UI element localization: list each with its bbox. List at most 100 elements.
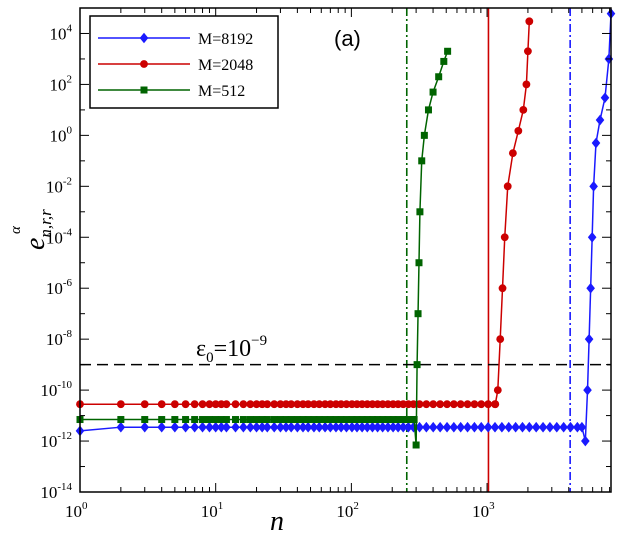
x-tick-exp: 0 [82, 500, 88, 512]
y-tick-exp: 2 [67, 73, 73, 85]
series-point-m-8192 [246, 421, 255, 433]
series-point-m-512 [258, 416, 266, 424]
series-point-m-512 [424, 106, 432, 114]
y-axis-title-base: e [20, 238, 51, 250]
series-point-m-512 [299, 416, 307, 424]
series-point-m-2048 [525, 17, 534, 26]
series-point-m-8192 [269, 421, 279, 433]
y-tick-exp: -12 [57, 430, 72, 442]
y-tick-label: 10-8 [46, 328, 73, 349]
series-point-m-8192 [577, 421, 587, 433]
legend-entry-m-8192: M=8192 [98, 31, 253, 48]
series-point-m-2048 [436, 400, 445, 409]
series-point-m-8192 [239, 421, 248, 433]
series-point-m-512 [418, 157, 426, 165]
x-tick-exp: 3 [489, 500, 495, 512]
x-axis-title: n [270, 506, 284, 537]
y-tick-base: 10 [46, 279, 63, 298]
series-point-m-2048 [470, 400, 479, 409]
series-point-m-512 [404, 416, 412, 424]
series-point-m-512 [182, 416, 190, 424]
series-point-m-512 [276, 416, 284, 424]
y-tick-base: 10 [46, 177, 63, 196]
series-point-m-8192 [586, 282, 595, 294]
vertical-lines [405, 8, 571, 492]
series-point-m-2048 [287, 400, 296, 409]
series-point-m-512 [412, 441, 420, 449]
y-tick-label: 10-12 [40, 430, 72, 451]
x-tick-base: 10 [65, 502, 82, 521]
series-point-m-512 [232, 416, 240, 424]
series-point-m-8192 [476, 421, 486, 433]
series-point-m-8192 [252, 421, 261, 433]
series-point-m-2048 [422, 400, 431, 409]
series-point-m-8192 [470, 421, 479, 433]
series-point-m-2048 [503, 182, 512, 191]
y-tick-exp: -14 [57, 481, 72, 493]
series-point-m-8192 [262, 421, 272, 433]
series-point-m-8192 [190, 421, 199, 433]
series-point-m-512 [363, 416, 371, 424]
series-point-m-512 [348, 416, 356, 424]
series-point-m-8192 [222, 421, 231, 433]
series-point-m-2048 [205, 400, 214, 409]
threshold-subscript: 0 [206, 350, 214, 366]
series-point-m-512 [212, 416, 220, 424]
series-point-m-8192 [559, 421, 568, 433]
series-point-m-8192 [483, 421, 493, 433]
series-point-m-8192 [326, 421, 335, 433]
series-point-m-512 [435, 73, 443, 81]
series-point-m-8192 [552, 421, 562, 433]
series-point-m-8192 [303, 421, 313, 433]
series-point-m-8192 [600, 92, 610, 104]
series-point-m-2048 [449, 400, 458, 409]
series-point-m-8192 [583, 384, 592, 396]
y-tick-base: 10 [40, 381, 57, 400]
series-point-m-8192 [415, 421, 424, 433]
y-tick-base: 10 [46, 228, 63, 247]
series-point-m-512 [389, 416, 397, 424]
series-point-m-512 [141, 416, 149, 424]
series-point-m-2048 [514, 126, 523, 135]
series-point-m-512 [384, 416, 392, 424]
series-point-m-512 [414, 310, 422, 318]
series-point-m-8192 [286, 421, 296, 433]
y-tick-label: 100 [50, 124, 73, 145]
legend-label: M=512 [198, 83, 245, 100]
series-point-m-8192 [373, 421, 382, 433]
series-m-512 [76, 47, 452, 449]
y-tick-label: 10-6 [46, 277, 73, 298]
series-point-m-8192 [428, 421, 438, 433]
y-tick-base: 10 [40, 432, 57, 451]
series-point-m-8192 [531, 421, 541, 433]
series-point-m-2048 [270, 400, 279, 409]
series-point-m-512 [429, 88, 437, 96]
series-point-m-8192 [497, 421, 507, 433]
y-tick-exp: -10 [57, 379, 72, 391]
series-point-m-8192 [591, 137, 601, 149]
series-point-m-512 [199, 416, 207, 424]
series-point-m-512 [374, 416, 382, 424]
y-axis-title: en,r,r α [8, 209, 55, 250]
legend-label: M=2048 [198, 57, 253, 74]
legend-marker [140, 86, 148, 94]
threshold-label: ε0=10−9 [196, 333, 267, 366]
series-point-m-8192 [545, 421, 555, 433]
series-point-m-8192 [504, 421, 514, 433]
y-tick-label: 10-4 [46, 226, 73, 247]
series-point-m-512 [117, 416, 125, 424]
series-point-m-2048 [496, 335, 505, 344]
y-axis-title-sup: α [8, 225, 24, 234]
series-point-m-8192 [595, 114, 605, 126]
series-point-m-8192 [352, 421, 362, 433]
series-point-m-2048 [304, 400, 313, 409]
y-axis-title-sub: n,r,r [36, 209, 55, 238]
svg-text:n: n [270, 506, 284, 537]
series-point-m-512 [321, 416, 329, 424]
series-point-m-2048 [443, 400, 451, 409]
series-point-m-8192 [170, 421, 180, 433]
series-point-m-2048 [231, 400, 240, 409]
series-point-m-8192 [378, 421, 387, 433]
series-point-m-8192 [538, 421, 548, 433]
